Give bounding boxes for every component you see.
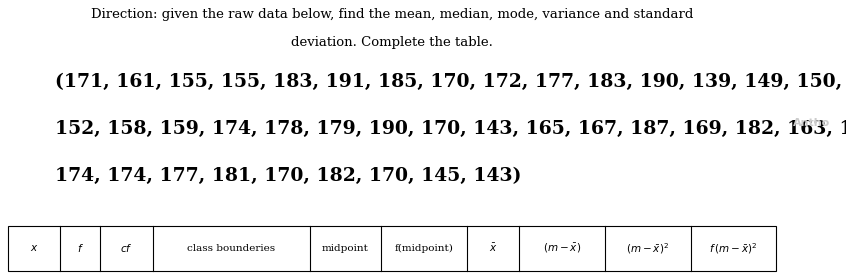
Text: 174, 174, 177, 181, 170, 182, 170, 145, 143): 174, 174, 177, 181, 170, 182, 170, 145, … <box>55 167 521 186</box>
Text: (171, 161, 155, 155, 183, 191, 185, 170, 172, 177, 183, 190, 139, 149, 150, 150,: (171, 161, 155, 155, 183, 191, 185, 170,… <box>55 73 846 91</box>
Text: $f\,(m - \bar{x})^2$: $f\,(m - \bar{x})^2$ <box>709 241 758 256</box>
Text: class bounderies: class bounderies <box>187 244 275 253</box>
Text: deviation. Complete the table.: deviation. Complete the table. <box>291 36 493 49</box>
Text: $(m - \bar{x})$: $(m - \bar{x})$ <box>543 242 581 255</box>
Text: Direction: given the raw data below, find the mean, median, mode, variance and s: Direction: given the raw data below, fin… <box>91 8 694 21</box>
Text: Antho: Antho <box>794 118 831 128</box>
Text: f(midpoint): f(midpoint) <box>394 244 453 253</box>
Text: $(m - \bar{x})^2$: $(m - \bar{x})^2$ <box>626 241 669 256</box>
Text: $\bar{x}$: $\bar{x}$ <box>489 242 497 254</box>
Text: $f$: $f$ <box>77 242 84 254</box>
Bar <box>8 226 777 271</box>
Text: midpoint: midpoint <box>322 244 369 253</box>
Text: $x$: $x$ <box>30 243 38 253</box>
Text: 152, 158, 159, 174, 178, 179, 190, 170, 143, 165, 167, 187, 169, 182, 163, 149,: 152, 158, 159, 174, 178, 179, 190, 170, … <box>55 120 846 138</box>
Text: $cf$: $cf$ <box>120 242 133 254</box>
